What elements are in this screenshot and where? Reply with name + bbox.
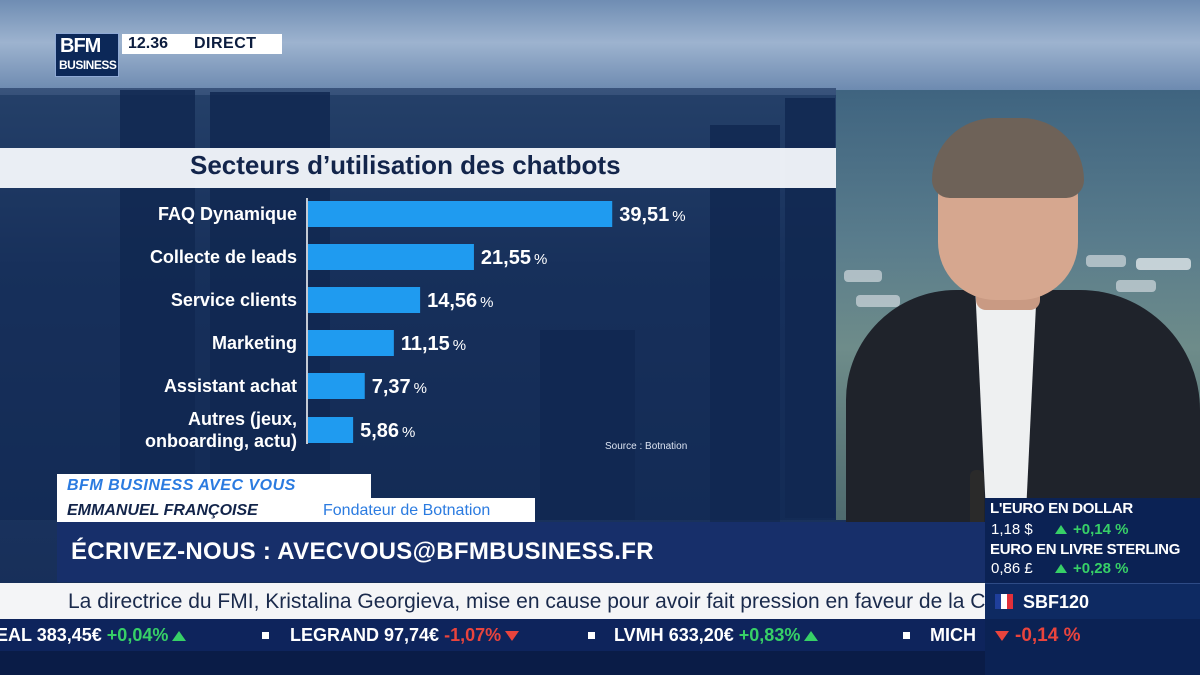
chart-title: Secteurs d’utilisation des chatbots — [190, 150, 621, 180]
parked-car — [1136, 258, 1191, 270]
clock-bar: 12.36 DIRECT — [122, 34, 282, 54]
ticker-separator — [903, 632, 910, 639]
guest-presenter — [846, 110, 1200, 530]
stock-name: LEGRAND — [290, 625, 379, 645]
chart-title-bar — [0, 148, 836, 188]
ticker-separator — [262, 632, 269, 639]
guest-role: Fondateur de Botnation — [323, 502, 491, 519]
index-change: -0,14 % — [1015, 625, 1081, 646]
stock-change: +0,83% — [738, 625, 801, 645]
microphone — [970, 470, 984, 530]
clock-time: 12.36 — [128, 35, 169, 52]
up-arrow-icon — [172, 631, 187, 642]
ticker-separator — [588, 632, 595, 639]
index-name: SBF120 — [1023, 592, 1090, 612]
index-box: SBF120 — [985, 583, 1200, 619]
chart-bar — [308, 287, 421, 313]
guest-bar: EMMANUEL FRANÇOISE Fondateur de Botnatio… — [57, 498, 535, 522]
stock-item: MICH — [930, 625, 976, 646]
contact-text: ÉCRIVEZ-NOUS : AVECVOUS@BFMBUSINESS.FR — [71, 538, 654, 565]
chart-bar — [308, 417, 354, 443]
france-flag-icon — [995, 594, 1013, 609]
chart-source: Source : Botnation — [605, 441, 688, 452]
chart-bar — [308, 244, 474, 270]
euro-sterling-value: 0,86 £ — [991, 560, 1033, 577]
stock-ticker: EAL 383,45€ +0,04% LEGRAND 97,74€ -1,07%… — [0, 619, 986, 651]
down-arrow-icon — [505, 631, 520, 642]
chart-bar — [308, 330, 394, 356]
euro-dollar-change: +0,14 % — [1073, 521, 1129, 538]
category-label: Marketing — [212, 333, 297, 353]
news-ticker: La directrice du FMI, Kristalina Georgie… — [0, 583, 1031, 619]
stock-price: 383,45€ — [36, 625, 102, 645]
euro-dollar-label: L'EURO EN DOLLAR — [990, 500, 1133, 517]
category-label: Service clients — [171, 290, 297, 310]
presenter-shirt — [975, 290, 1037, 530]
bar-chart: FAQ Dynamique 39,51 % Collecte de leads 21,5… — [145, 198, 686, 451]
euro-sterling-change: +0,28 % — [1073, 560, 1129, 577]
stock-item: LVMH 633,20€ +0,83% — [614, 625, 819, 646]
parked-car — [844, 270, 882, 282]
stock-name: EAL — [0, 625, 32, 645]
guest-name: EMMANUEL FRANÇOISE — [67, 502, 258, 519]
category-label: Collecte de leads — [150, 247, 297, 267]
show-name: BFM BUSINESS AVEC VOUS — [67, 477, 296, 494]
stock-name: LVMH — [614, 625, 664, 645]
value-label: 14,56% — [427, 290, 493, 312]
stock-item: EAL 383,45€ +0,04% — [0, 625, 187, 646]
channel-logo: BFM BUSINESS — [55, 33, 119, 77]
up-arrow-icon — [1055, 564, 1067, 573]
stock-price: 633,20€ — [668, 625, 734, 645]
logo-bottom-text: BUSINESS — [59, 58, 117, 72]
chart-bar — [308, 373, 365, 399]
parked-car — [856, 295, 900, 307]
stock-change: +0,04% — [106, 625, 169, 645]
show-name-bar: BFM BUSINESS AVEC VOUS — [57, 474, 371, 498]
stock-name: MICH — [930, 625, 976, 645]
contact-bar: ÉCRIVEZ-NOUS : AVECVOUS@BFMBUSINESS.FR — [57, 522, 985, 582]
news-ticker-text: La directrice du FMI, Kristalina Georgie… — [68, 590, 1031, 613]
category-label: Assistant achat — [164, 376, 297, 396]
euro-sterling-label: EURO EN LIVRE STERLING — [990, 541, 1181, 558]
value-label: 5,86% — [360, 420, 415, 442]
value-label: 21,55% — [481, 247, 547, 269]
presenter-hair — [932, 118, 1084, 198]
logo-top-text: BFM — [60, 35, 101, 57]
category-label: Autres (jeux, onboarding, actu) — [145, 409, 297, 451]
chart-bar — [308, 201, 613, 227]
parked-car — [1116, 280, 1156, 292]
value-label: 7,37% — [372, 376, 427, 398]
stock-change: -1,07% — [444, 625, 502, 645]
value-label: 11,15% — [401, 333, 466, 355]
live-label: DIRECT — [194, 35, 257, 52]
parked-car — [1086, 255, 1126, 267]
market-panel: L'EURO EN DOLLAR 1,18 $ +0,14 % EURO EN … — [985, 498, 1200, 675]
up-arrow-icon — [1055, 525, 1067, 534]
stock-item: LEGRAND 97,74€ -1,07% — [290, 625, 520, 646]
category-label: FAQ Dynamique — [158, 204, 297, 224]
euro-dollar-value: 1,18 $ — [991, 521, 1033, 538]
up-arrow-icon — [804, 631, 819, 642]
down-arrow-icon — [995, 631, 1009, 641]
stock-price: 97,74€ — [384, 625, 440, 645]
value-label: 39,51% — [619, 204, 685, 226]
